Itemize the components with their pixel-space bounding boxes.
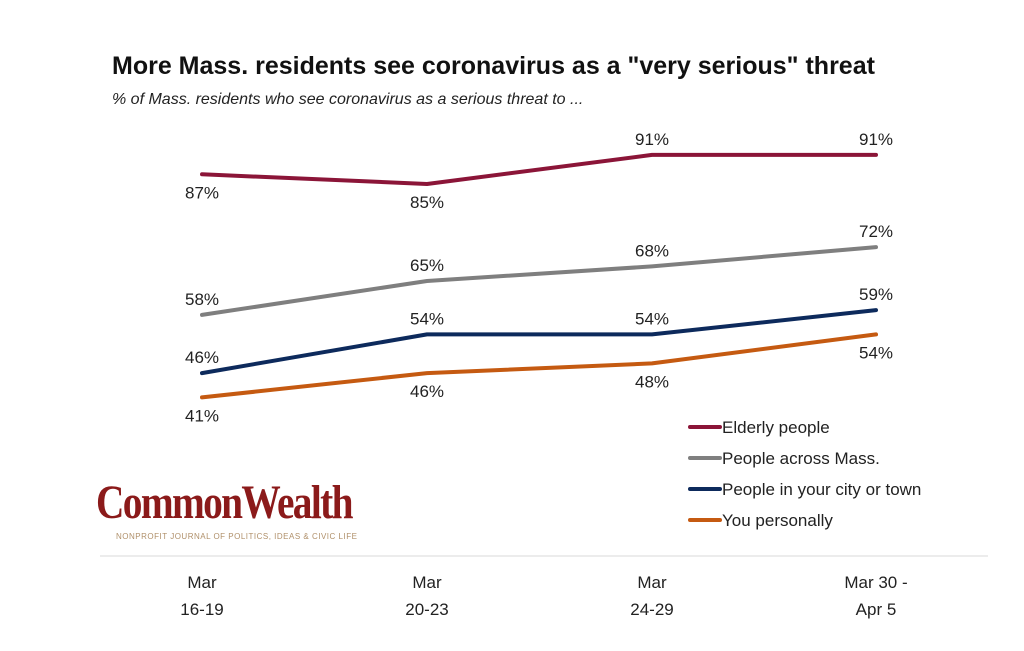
data-label-you-personally-3: 54% <box>859 343 893 362</box>
commonwealth-logo: CommonWealth NONPROFIT JOURNAL OF POLITI… <box>96 476 408 542</box>
legend-label-you-personally: You personally <box>722 511 833 530</box>
data-label-you-personally-1: 46% <box>410 382 444 401</box>
x-tick-label-2-1: 24-29 <box>630 600 673 619</box>
series-line-people-in-your-city-or-town <box>200 308 878 376</box>
data-label-people-in-your-city-or-town-3: 59% <box>859 285 893 304</box>
data-label-elderly-people-2: 91% <box>635 130 669 149</box>
x-tick-label-3-0: Mar 30 - <box>844 573 907 592</box>
x-tick-label-3-1: Apr 5 <box>856 600 897 619</box>
data-label-you-personally-0: 41% <box>185 406 219 425</box>
legend-label-people-across-mass: People across Mass. <box>722 449 880 468</box>
data-label-elderly-people-3: 91% <box>859 130 893 149</box>
data-label-people-in-your-city-or-town-2: 54% <box>635 309 669 328</box>
x-tick-label-0-1: 16-19 <box>180 600 223 619</box>
data-label-people-in-your-city-or-town-0: 46% <box>185 348 219 367</box>
data-label-elderly-people-0: 87% <box>185 183 219 202</box>
series-line-elderly-people <box>200 152 878 186</box>
data-label-you-personally-2: 48% <box>635 372 669 391</box>
data-label-people-across-mass-0: 58% <box>185 290 219 309</box>
logo-tagline: NONPROFIT JOURNAL OF POLITICS, IDEAS & C… <box>116 532 358 541</box>
x-tick-label-0-0: Mar <box>187 573 217 592</box>
x-tick-label-1-1: 20-23 <box>405 600 448 619</box>
legend-label-elderly-people: Elderly people <box>722 418 830 437</box>
legend-label-people-in-your-city-or-town: People in your city or town <box>722 480 921 499</box>
data-label-people-across-mass-2: 68% <box>635 241 669 260</box>
data-label-people-across-mass-3: 72% <box>859 222 893 241</box>
logo-wordmark: CommonWealth <box>96 476 353 529</box>
chart-subtitle: % of Mass. residents who see coronavirus… <box>112 91 584 108</box>
x-tick-label-1-0: Mar <box>412 573 442 592</box>
data-label-people-in-your-city-or-town-1: 54% <box>410 309 444 328</box>
x-tick-label-2-0: Mar <box>637 573 667 592</box>
data-label-elderly-people-1: 85% <box>410 193 444 212</box>
series-line-people-across-mass <box>200 245 878 317</box>
chart-title: More Mass. residents see coronavirus as … <box>112 52 875 80</box>
series-line-you-personally <box>200 332 878 400</box>
data-label-people-across-mass-1: 65% <box>410 256 444 275</box>
